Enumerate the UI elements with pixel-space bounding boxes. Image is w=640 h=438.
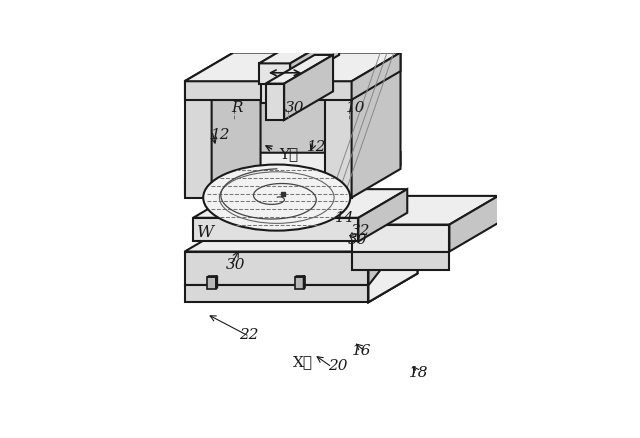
Polygon shape	[295, 276, 305, 277]
Polygon shape	[369, 223, 417, 302]
Polygon shape	[185, 81, 351, 100]
Text: 30: 30	[285, 101, 305, 115]
Text: W: W	[196, 225, 214, 241]
Polygon shape	[303, 276, 305, 289]
Text: 10: 10	[346, 101, 365, 115]
Text: 20: 20	[328, 359, 348, 373]
Polygon shape	[284, 55, 333, 120]
Polygon shape	[185, 53, 260, 81]
Polygon shape	[369, 257, 417, 302]
Text: 18: 18	[409, 366, 428, 380]
Polygon shape	[185, 81, 212, 198]
Polygon shape	[185, 223, 417, 251]
Polygon shape	[266, 84, 284, 120]
Polygon shape	[290, 35, 339, 84]
Polygon shape	[260, 63, 291, 80]
Polygon shape	[358, 189, 407, 241]
Polygon shape	[295, 277, 303, 289]
Polygon shape	[216, 276, 218, 289]
Text: R: R	[231, 101, 243, 115]
Text: Y軸: Y軸	[279, 147, 298, 161]
Polygon shape	[207, 276, 218, 277]
Polygon shape	[351, 53, 401, 100]
Polygon shape	[351, 225, 449, 251]
Text: 16: 16	[351, 344, 371, 358]
Text: X軸: X軸	[292, 355, 312, 369]
Polygon shape	[324, 81, 351, 198]
Text: 12: 12	[307, 140, 326, 154]
Polygon shape	[369, 257, 417, 302]
Text: 14: 14	[335, 211, 355, 225]
Polygon shape	[266, 55, 333, 84]
Polygon shape	[212, 53, 260, 198]
Polygon shape	[259, 35, 339, 64]
Polygon shape	[185, 53, 401, 81]
Polygon shape	[185, 285, 369, 302]
Polygon shape	[351, 53, 401, 198]
Polygon shape	[207, 277, 216, 289]
Ellipse shape	[204, 165, 350, 231]
Polygon shape	[185, 251, 369, 285]
Polygon shape	[260, 34, 340, 63]
Polygon shape	[260, 80, 291, 103]
Polygon shape	[351, 251, 449, 270]
Polygon shape	[449, 196, 499, 251]
Text: 22: 22	[239, 328, 258, 342]
Polygon shape	[324, 53, 401, 194]
Polygon shape	[185, 181, 351, 194]
Polygon shape	[351, 153, 401, 194]
Polygon shape	[193, 218, 358, 241]
Text: 12: 12	[211, 128, 230, 142]
Polygon shape	[212, 53, 374, 194]
Polygon shape	[185, 153, 401, 181]
Polygon shape	[324, 53, 401, 81]
Polygon shape	[193, 189, 407, 218]
Text: 30: 30	[226, 258, 246, 272]
Polygon shape	[259, 64, 290, 84]
Text: 30: 30	[348, 233, 368, 247]
Polygon shape	[351, 196, 499, 225]
Polygon shape	[369, 223, 417, 285]
Polygon shape	[260, 53, 374, 166]
Text: 32: 32	[351, 224, 371, 238]
